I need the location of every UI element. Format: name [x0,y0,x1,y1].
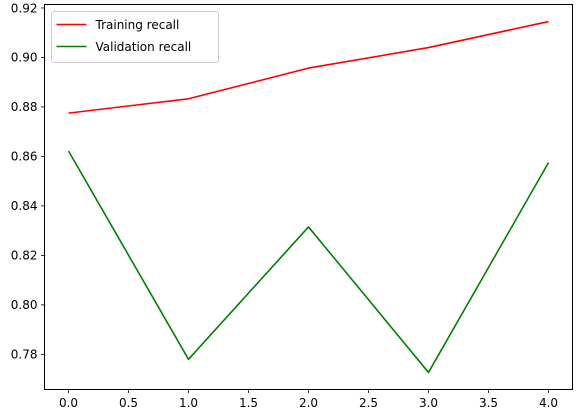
y-tick-label: 0.80 [11,298,38,312]
x-tick-label: 1.0 [179,396,198,410]
x-tick-label: 0.0 [59,396,78,410]
series-line-training-recall [68,20,549,114]
x-tick-label: 1.5 [239,396,258,410]
y-tick-label: 0.78 [11,348,38,362]
x-tick-label: 0.5 [119,396,138,410]
y-tick-label: 0.86 [11,150,38,164]
y-tick-label: 0.88 [11,100,38,114]
plot-frame [44,4,573,390]
series-line-validation-recall [67,150,550,374]
x-tick-label: 3.0 [419,396,438,410]
y-tick-label: 0.90 [11,51,38,65]
y-tick-label: 0.92 [11,1,38,15]
x-tick-label: 2.5 [359,396,378,410]
axes-ticks: 0.0 0.5 1.0 1.5 2.0 2.5 3.0 3.5 4.0 0.78 0.80 0.82 0… [11,1,558,410]
legend-label: Training recall [95,18,180,32]
y-tick-label: 0.82 [11,249,38,263]
x-tick-label: 2.0 [299,396,318,410]
x-tick-label: 4.0 [539,396,558,410]
x-tick-label: 3.5 [479,396,498,410]
legend-label: Validation recall [96,40,192,54]
legend: Training recall Validation recall [51,11,219,63]
plot-series [67,20,550,374]
legend-box [51,11,219,63]
y-tick-label: 0.84 [11,199,38,213]
